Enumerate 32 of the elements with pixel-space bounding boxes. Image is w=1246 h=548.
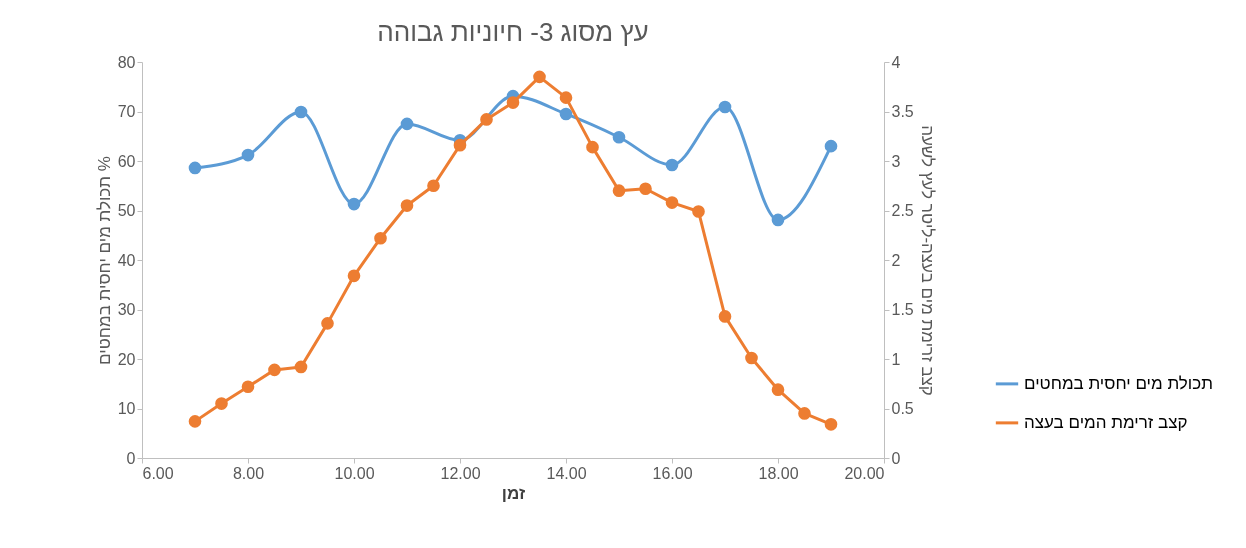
legend-label: תכולת מים יחסית במחטים xyxy=(1024,373,1213,393)
x-tick-label: 18.00 xyxy=(758,464,799,482)
y-tick-label: 60 xyxy=(117,152,136,170)
y2-axis-title: קצב זרימת מים בעצה-ליטר לעץ לשעה xyxy=(917,125,937,396)
x-tick-label: 10.00 xyxy=(334,464,375,482)
y2-tick-label: 1 xyxy=(891,350,901,368)
y-tick-label: 70 xyxy=(117,103,136,120)
x-tick-label: 6.00 xyxy=(142,464,174,482)
x-tick-label: 8.00 xyxy=(232,464,265,482)
x-tick-label: 12.00 xyxy=(440,464,481,482)
y-tick-label: 30 xyxy=(117,301,136,318)
y2-tick-label: 3.5 xyxy=(891,103,914,120)
x-axis-title: זמן xyxy=(501,483,526,503)
y2-tick-label: 0.5 xyxy=(891,400,914,417)
y2-tick-label: 3 xyxy=(891,152,901,170)
chart-title: עץ מסוג 3- חיוניות גבוהה xyxy=(377,17,649,47)
x-tick-label: 20.00 xyxy=(844,464,885,482)
y-tick-label: 20 xyxy=(117,350,136,368)
y-tick-label: 80 xyxy=(117,53,136,71)
y2-tick-label: 4 xyxy=(891,53,901,71)
x-tick-label: 14.00 xyxy=(546,464,587,482)
y2-tick-label: 2 xyxy=(891,251,901,269)
y2-tick-label: 2.5 xyxy=(891,202,914,219)
y-tick-label: 0 xyxy=(126,449,136,467)
y-tick-label: 50 xyxy=(117,202,136,219)
legend-label: קצב זרימת המים בעצה xyxy=(1024,412,1188,432)
y2-tick-label: 0 xyxy=(891,449,901,467)
x-tick-label: 16.00 xyxy=(652,464,693,482)
y-tick-label: 40 xyxy=(117,251,136,269)
y-tick-label: 10 xyxy=(117,400,136,417)
y2-tick-label: 1.5 xyxy=(891,301,914,318)
y-axis-title: תכולת מים יחסית במחטים % xyxy=(94,156,114,365)
